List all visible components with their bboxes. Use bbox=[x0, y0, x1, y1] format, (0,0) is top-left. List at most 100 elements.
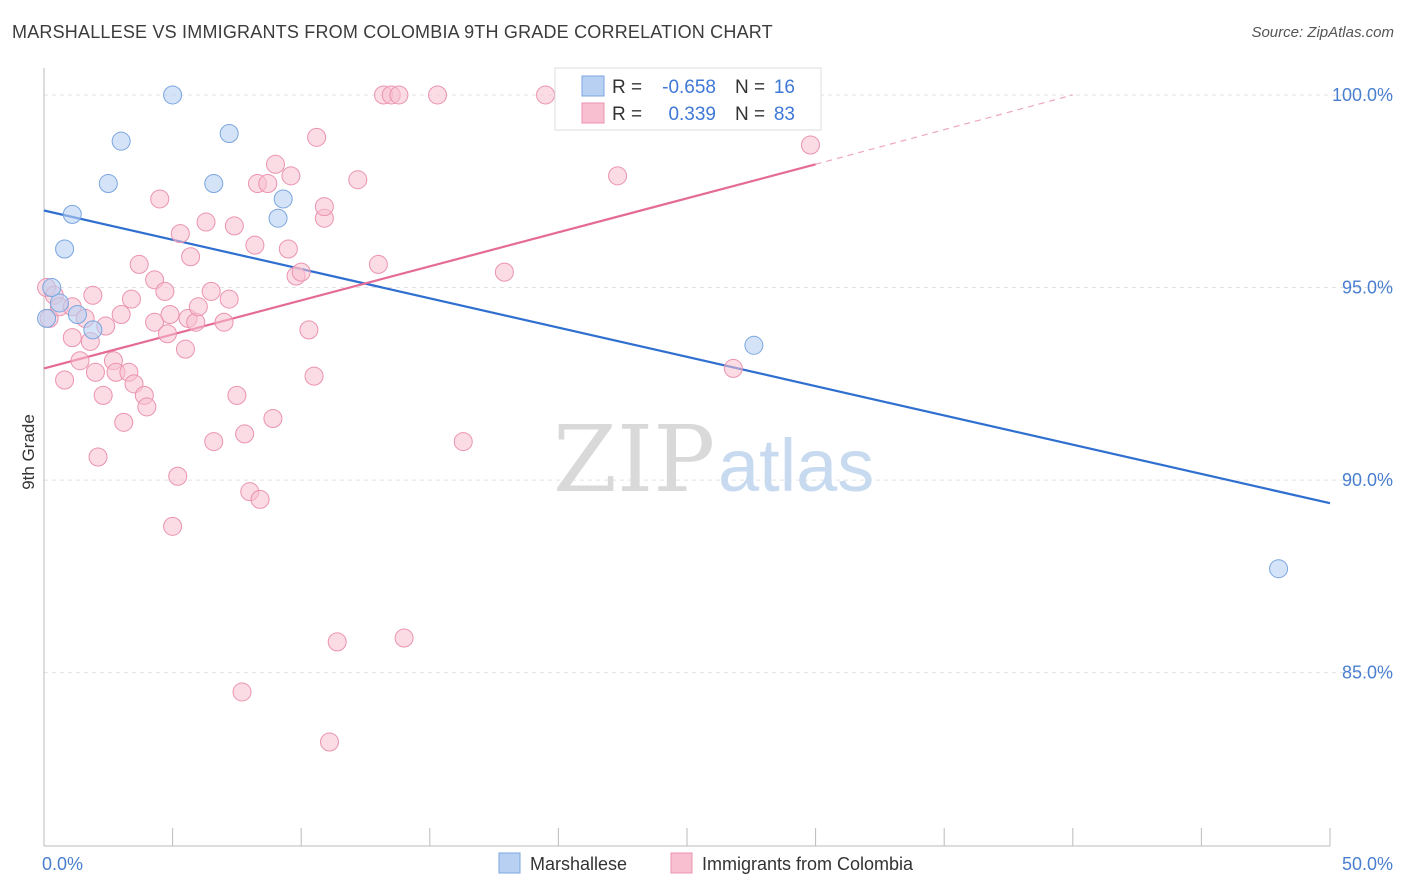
point-marshallese bbox=[273, 189, 293, 209]
point-colombia bbox=[348, 170, 368, 190]
legend-r-label-1: R = bbox=[612, 77, 642, 98]
point-colombia bbox=[155, 281, 175, 301]
watermark-zip: ZIP bbox=[553, 406, 715, 513]
point-colombia bbox=[114, 412, 134, 432]
point-colombia bbox=[168, 466, 188, 486]
point-colombia bbox=[188, 297, 208, 317]
point-colombia bbox=[224, 216, 244, 236]
point-colombia bbox=[219, 289, 239, 309]
point-colombia bbox=[121, 289, 141, 309]
x-tick-labels: 0.0% 50.0% bbox=[42, 854, 1393, 874]
point-colombia bbox=[265, 154, 285, 174]
point-colombia bbox=[368, 254, 388, 274]
point-colombia bbox=[129, 254, 149, 274]
watermark: ZIP atlas bbox=[553, 406, 874, 513]
legend-swatch-colombia bbox=[581, 102, 605, 124]
point-colombia bbox=[111, 304, 131, 324]
point-colombia bbox=[800, 135, 820, 155]
point-colombia bbox=[232, 682, 252, 702]
point-colombia bbox=[389, 85, 409, 105]
point-marshallese bbox=[98, 174, 118, 194]
chart-title: MARSHALLESE VS IMMIGRANTS FROM COLOMBIA … bbox=[12, 22, 773, 42]
point-colombia bbox=[250, 489, 270, 509]
point-colombia bbox=[314, 197, 334, 217]
point-colombia bbox=[88, 447, 108, 467]
point-colombia bbox=[214, 312, 234, 332]
point-colombia bbox=[204, 432, 224, 452]
trend-line-colombia-extension bbox=[815, 94, 1073, 165]
point-colombia bbox=[263, 408, 283, 428]
point-colombia bbox=[55, 370, 75, 390]
stats-legend: R = -0.658 N = 16 R = 0.339 N = 83 bbox=[554, 67, 822, 131]
point-colombia bbox=[327, 632, 347, 652]
legend-r-value-1: -0.658 bbox=[662, 77, 716, 98]
point-marshallese bbox=[55, 239, 75, 259]
legend-r-label-2: R = bbox=[612, 104, 642, 125]
point-marshallese bbox=[111, 131, 131, 151]
point-marshallese bbox=[744, 335, 764, 355]
points-marshallese bbox=[37, 85, 1289, 579]
point-marshallese bbox=[83, 320, 103, 340]
legend-swatch-marshallese bbox=[581, 75, 605, 97]
point-colombia bbox=[150, 189, 170, 209]
legend-r-value-2: 0.339 bbox=[668, 104, 716, 125]
point-colombia bbox=[278, 239, 298, 259]
watermark-atlas: atlas bbox=[718, 424, 874, 507]
point-marshallese bbox=[268, 208, 288, 228]
legend-n-label-2: N = bbox=[735, 104, 765, 125]
y-tick-label: 95.0% bbox=[1342, 278, 1393, 298]
point-colombia bbox=[227, 385, 247, 405]
bottom-legend-colombia: Immigrants from Colombia bbox=[702, 854, 914, 874]
point-colombia bbox=[145, 312, 165, 332]
point-marshallese bbox=[62, 204, 82, 224]
point-colombia bbox=[428, 85, 448, 105]
axes bbox=[43, 68, 1331, 847]
bottom-legend-swatch-marshallese bbox=[498, 852, 521, 874]
point-colombia bbox=[307, 127, 327, 147]
point-colombia bbox=[291, 262, 311, 282]
y-tick-label: 90.0% bbox=[1342, 470, 1393, 490]
point-colombia bbox=[137, 397, 157, 417]
x-tick-label: 0.0% bbox=[42, 854, 83, 874]
legend-n-value-1: 16 bbox=[774, 77, 795, 98]
point-colombia bbox=[170, 224, 190, 244]
point-marshallese bbox=[163, 85, 183, 105]
point-colombia bbox=[258, 174, 278, 194]
point-colombia bbox=[394, 628, 414, 648]
point-colombia bbox=[319, 732, 339, 752]
y-tick-labels: 85.0% 90.0% 95.0% 100.0% bbox=[1332, 85, 1393, 683]
point-colombia bbox=[494, 262, 514, 282]
point-colombia bbox=[93, 385, 113, 405]
point-colombia bbox=[235, 424, 255, 444]
point-colombia bbox=[181, 247, 201, 267]
point-colombia bbox=[281, 166, 301, 186]
y-axis-title: 9th Grade bbox=[19, 414, 38, 490]
y-tick-label: 85.0% bbox=[1342, 663, 1393, 683]
point-colombia bbox=[608, 166, 628, 186]
point-colombia bbox=[83, 285, 103, 305]
point-marshallese bbox=[37, 308, 57, 328]
point-colombia bbox=[62, 328, 82, 348]
point-marshallese bbox=[1269, 559, 1289, 579]
series-legend: Marshallese Immigrants from Colombia bbox=[498, 852, 914, 874]
point-colombia bbox=[453, 432, 473, 452]
point-colombia bbox=[201, 281, 221, 301]
y-tick-label: 100.0% bbox=[1332, 85, 1393, 105]
point-colombia bbox=[163, 516, 183, 536]
trend-line-marshallese bbox=[43, 209, 1331, 505]
point-colombia bbox=[299, 320, 319, 340]
point-colombia bbox=[160, 304, 180, 324]
source-label: Source: ZipAtlas.com bbox=[1251, 24, 1394, 41]
gridlines bbox=[44, 94, 1392, 674]
point-colombia bbox=[196, 212, 216, 232]
point-marshallese bbox=[67, 304, 87, 324]
point-marshallese bbox=[219, 123, 239, 143]
point-marshallese bbox=[42, 278, 62, 298]
bottom-legend-swatch-colombia bbox=[670, 852, 693, 874]
point-colombia bbox=[175, 339, 195, 359]
point-colombia bbox=[70, 351, 90, 371]
point-marshallese bbox=[49, 293, 69, 313]
point-colombia bbox=[536, 85, 556, 105]
legend-n-value-2: 83 bbox=[774, 104, 795, 125]
